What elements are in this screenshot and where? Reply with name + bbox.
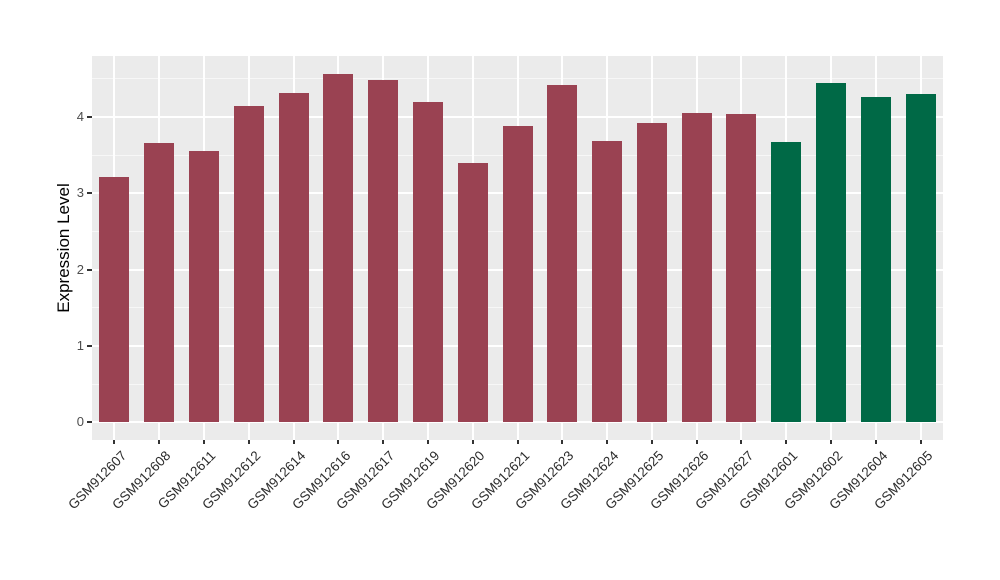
plot-panel	[92, 56, 943, 440]
bar-GSM912611	[188, 150, 219, 423]
bar-GSM912627	[726, 114, 757, 423]
x-tick-mark	[337, 440, 340, 444]
bar-GSM912620	[457, 162, 488, 423]
y-tick-label: 3	[76, 185, 84, 201]
x-tick-mark	[158, 440, 161, 444]
y-tick-mark	[87, 268, 92, 271]
x-tick-mark	[561, 440, 564, 444]
x-tick-mark	[874, 440, 877, 444]
bar-GSM912604	[860, 97, 891, 423]
y-tick-label: 2	[76, 261, 84, 277]
bar-GSM912601	[771, 141, 802, 423]
bar-GSM912608	[144, 143, 175, 423]
x-tick-mark	[516, 440, 519, 444]
bar-GSM912612	[233, 105, 264, 423]
x-tick-mark	[292, 440, 295, 444]
x-tick-mark	[471, 440, 474, 444]
bar-GSM912616	[323, 74, 354, 423]
bar-GSM912619	[412, 101, 443, 423]
bar-GSM912602	[816, 83, 847, 423]
bar-GSM912617	[368, 80, 399, 423]
bar-GSM912605	[905, 94, 936, 423]
x-tick-mark	[202, 440, 205, 444]
y-tick-mark	[87, 116, 92, 119]
x-tick-mark	[785, 440, 788, 444]
y-tick-label: 0	[76, 414, 84, 430]
y-tick-mark	[87, 192, 92, 195]
x-tick-mark	[426, 440, 429, 444]
x-tick-mark	[919, 440, 922, 444]
x-tick-mark	[382, 440, 385, 444]
x-tick-mark	[247, 440, 250, 444]
x-tick-mark	[113, 440, 116, 444]
y-tick-label: 1	[76, 338, 84, 354]
y-tick-mark	[87, 421, 92, 424]
bar-GSM912614	[278, 93, 309, 423]
bar-GSM912623	[547, 85, 578, 423]
y-tick-label: 4	[76, 109, 84, 125]
x-tick-mark	[695, 440, 698, 444]
bar-GSM912625	[636, 123, 667, 423]
bar-GSM912624	[592, 140, 623, 423]
bar-GSM912607	[99, 177, 130, 423]
y-tick-mark	[87, 345, 92, 348]
bar-GSM912621	[502, 126, 533, 423]
x-tick-mark	[606, 440, 609, 444]
x-tick-mark	[830, 440, 833, 444]
bar-GSM912626	[681, 113, 712, 423]
x-tick-mark	[650, 440, 653, 444]
x-tick-mark	[740, 440, 743, 444]
y-axis-title: Expression Level	[54, 183, 73, 313]
